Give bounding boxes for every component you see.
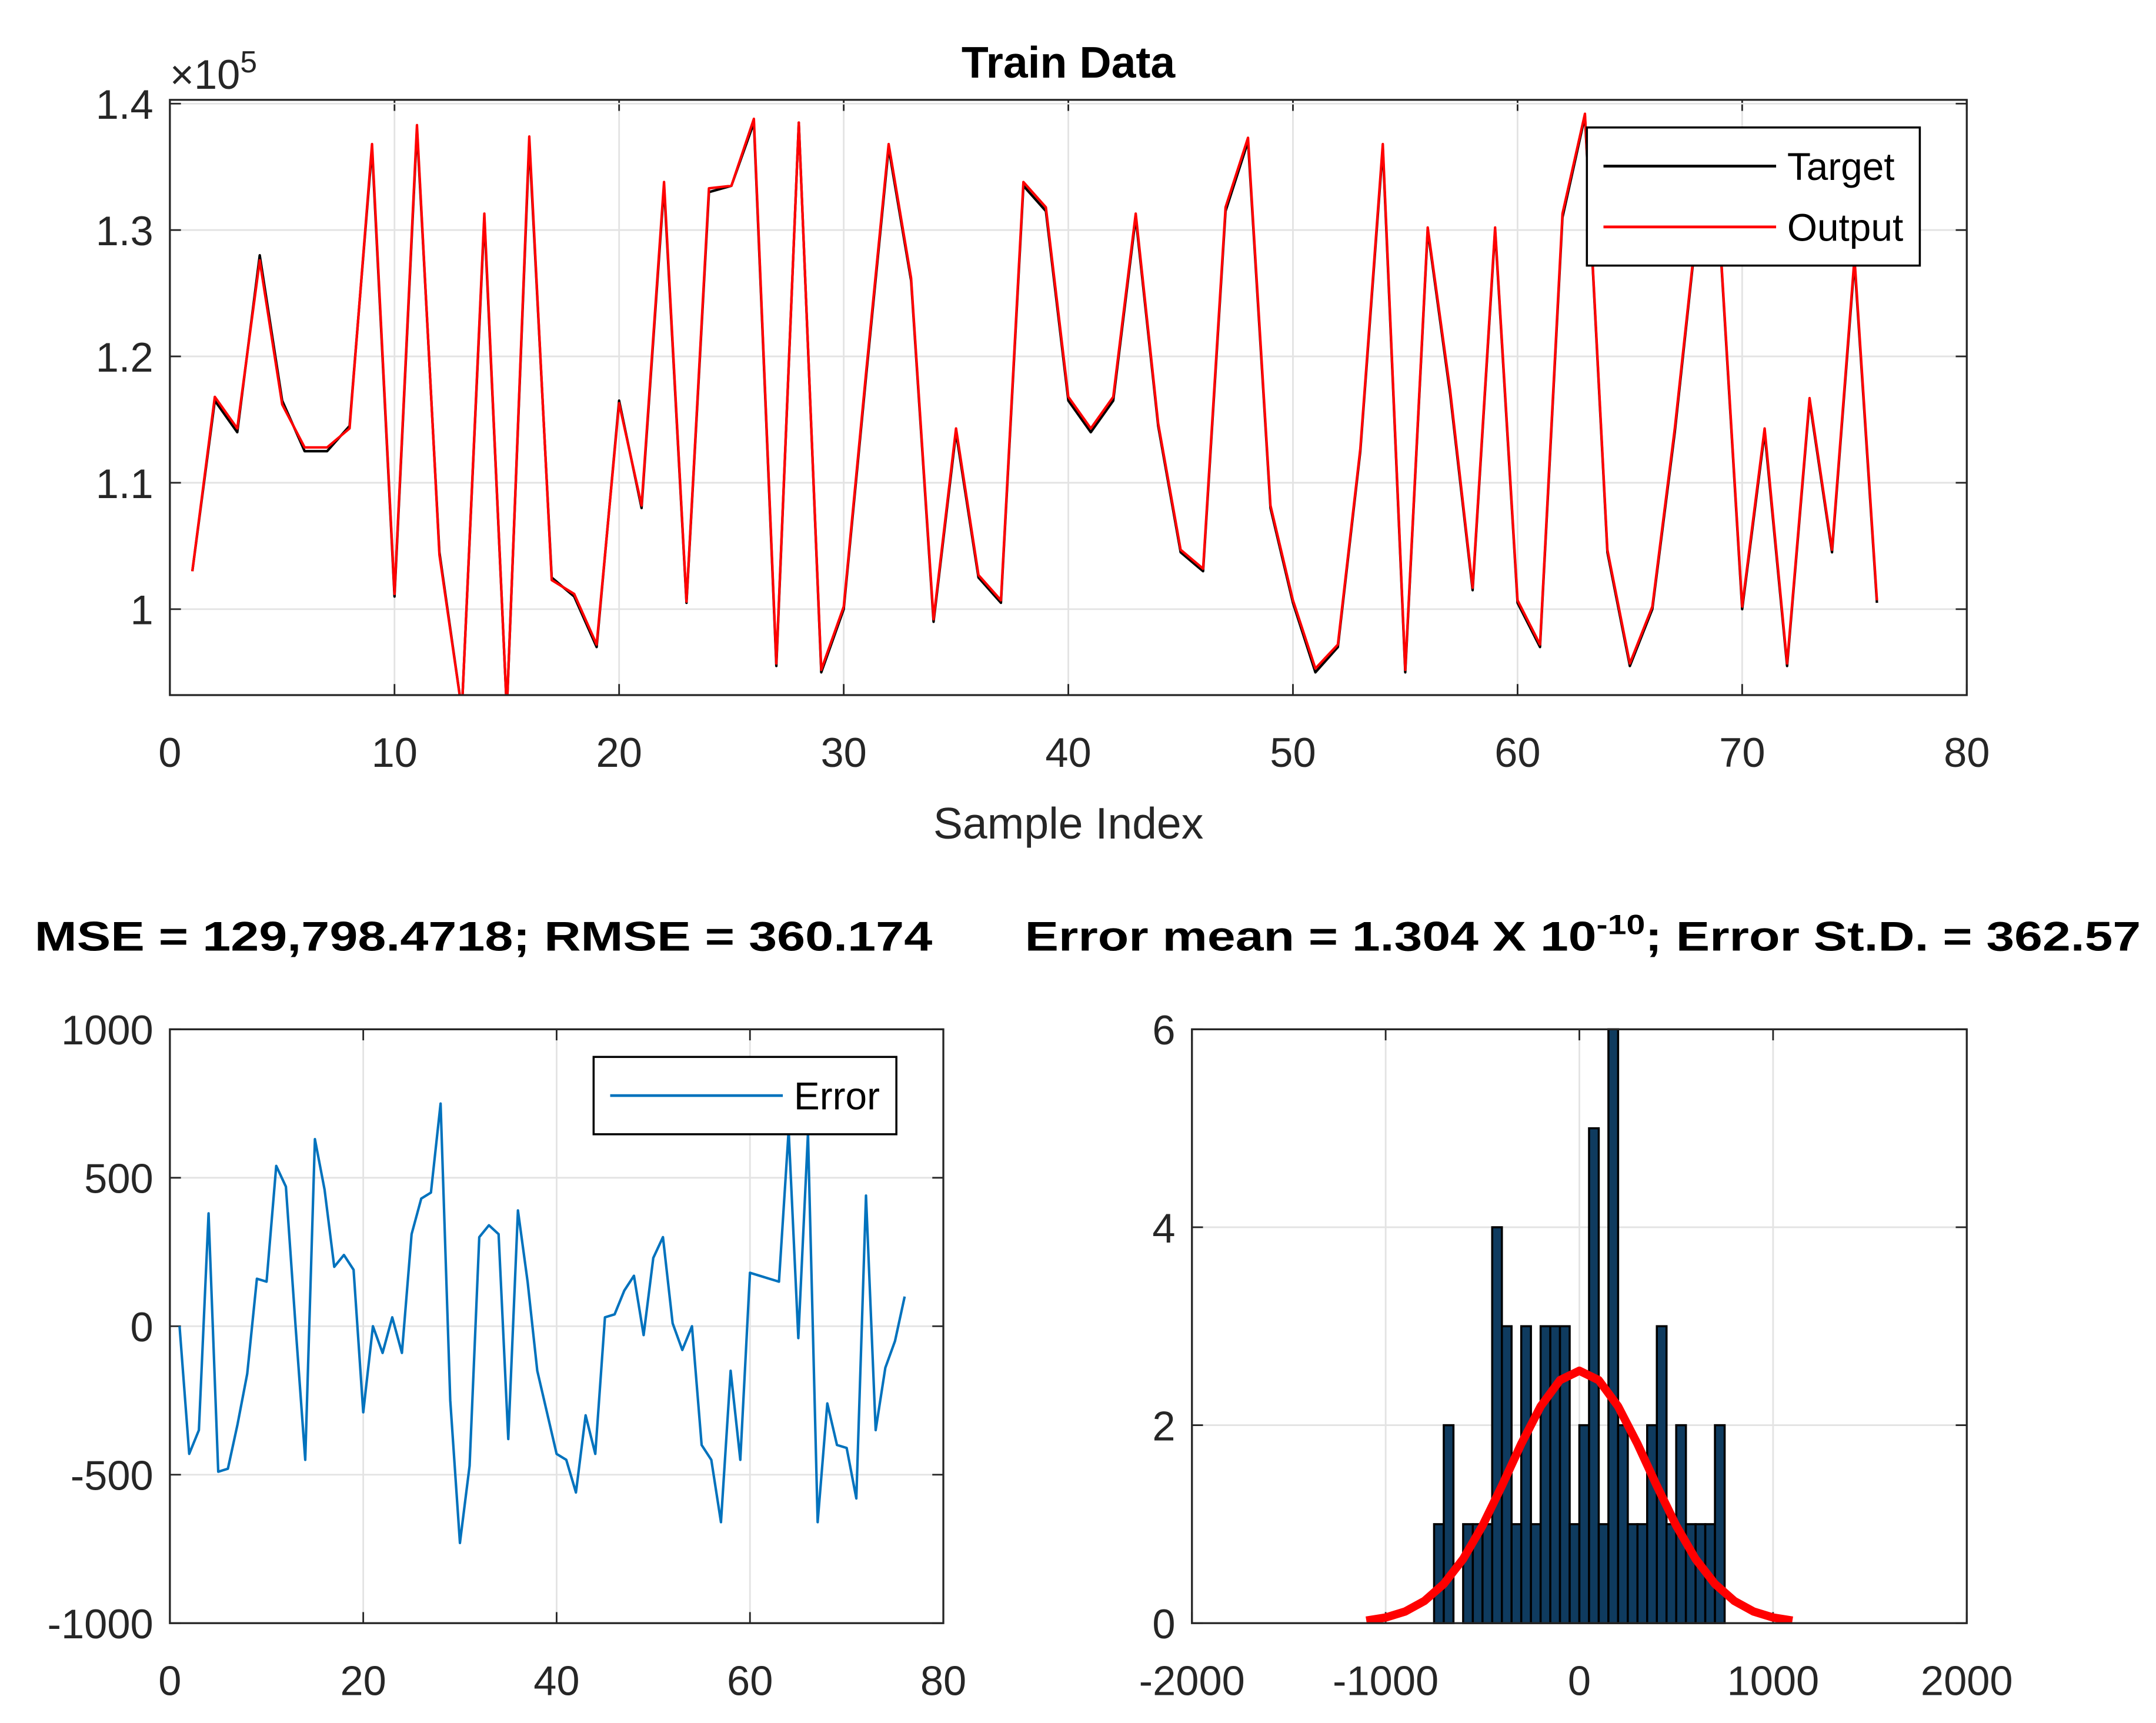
error-note-exponent: -10 bbox=[1597, 909, 1646, 940]
axes-box bbox=[169, 1028, 944, 1624]
y-tick-label: -1000 bbox=[48, 1601, 153, 1647]
y-tick-label: 1.4 bbox=[96, 81, 153, 128]
y-tick-label: 0 bbox=[1152, 1601, 1175, 1647]
x-tick-label: 80 bbox=[1944, 729, 1990, 776]
histogram-bar bbox=[1646, 1424, 1658, 1624]
y-tick-label: 1000 bbox=[61, 1007, 153, 1053]
chart-title: Train Data bbox=[962, 38, 1176, 87]
x-tick-label: 60 bbox=[727, 1657, 773, 1704]
legend: Error bbox=[592, 1056, 897, 1136]
y-multiplier-base: ×10 bbox=[170, 51, 240, 98]
x-tick-label: -2000 bbox=[1139, 1657, 1245, 1704]
y-multiplier: ×105 bbox=[170, 45, 257, 98]
histogram-bar bbox=[1443, 1424, 1455, 1624]
axes-box bbox=[1191, 1028, 1968, 1624]
histogram-bar bbox=[1617, 1424, 1629, 1624]
y-tick-label: 1 bbox=[130, 587, 153, 633]
x-tick-label: 0 bbox=[158, 729, 181, 776]
histogram-bar bbox=[1520, 1325, 1532, 1624]
series-line bbox=[178, 1102, 906, 1544]
histogram-bar bbox=[1539, 1325, 1551, 1624]
y-tick-label: 1.2 bbox=[96, 334, 153, 380]
x-tick-label: 40 bbox=[1045, 729, 1091, 776]
mse-note: MSE = 129,798.4718; RMSE = 360.174 bbox=[35, 913, 933, 959]
histogram-bar bbox=[1549, 1325, 1561, 1624]
histogram-bar bbox=[1636, 1523, 1648, 1624]
legend-label: Error bbox=[794, 1074, 880, 1118]
x-tick-label: 0 bbox=[1568, 1657, 1591, 1704]
fit-curve bbox=[1366, 1366, 1793, 1624]
legend: Target Output bbox=[1586, 126, 1921, 267]
x-tick-label: 1000 bbox=[1727, 1657, 1820, 1704]
histogram-bar bbox=[1607, 1028, 1620, 1624]
legend-label: Output bbox=[1787, 205, 1903, 249]
series-line bbox=[191, 112, 1878, 696]
y-tick-label: 4 bbox=[1152, 1205, 1175, 1251]
histogram-bar bbox=[1481, 1523, 1494, 1624]
y-tick-label: 6 bbox=[1152, 1007, 1175, 1053]
x-tick-label: 20 bbox=[340, 1657, 386, 1704]
histogram-bar bbox=[1510, 1523, 1523, 1624]
x-tick-label: 50 bbox=[1270, 729, 1316, 776]
x-axis-label: Sample Index bbox=[933, 799, 1203, 848]
error-note-text: Error mean = 1.304 X 10 bbox=[1025, 913, 1597, 959]
y-tick-label: -500 bbox=[71, 1452, 153, 1499]
legend-label: Target bbox=[1787, 145, 1895, 188]
histogram-bar bbox=[1491, 1226, 1503, 1624]
histogram-bar bbox=[1627, 1523, 1639, 1624]
histogram-bar bbox=[1665, 1523, 1677, 1624]
x-tick-label: 10 bbox=[372, 729, 418, 776]
x-tick-label: -1000 bbox=[1333, 1657, 1439, 1704]
x-tick-label: 70 bbox=[1719, 729, 1765, 776]
histogram-bar bbox=[1597, 1523, 1610, 1624]
y-tick-label: 0 bbox=[130, 1304, 153, 1350]
histogram-bar bbox=[1568, 1523, 1581, 1624]
legend-box bbox=[1586, 126, 1921, 267]
histogram-bar bbox=[1530, 1523, 1542, 1624]
x-tick-label: 80 bbox=[920, 1657, 966, 1704]
histogram-bar bbox=[1558, 1325, 1571, 1624]
y-tick-label: 2 bbox=[1152, 1403, 1175, 1449]
y-tick-label: 1.3 bbox=[96, 208, 153, 254]
x-tick-label: 0 bbox=[158, 1657, 181, 1704]
histogram-bar bbox=[1433, 1523, 1445, 1624]
x-tick-label: 40 bbox=[533, 1657, 579, 1704]
axes-box bbox=[169, 99, 1968, 696]
y-tick-label: 500 bbox=[84, 1156, 153, 1202]
y-tick-label: 1.1 bbox=[96, 460, 153, 507]
error-note: Error mean = 1.304 X 10 -10; Error St.D. … bbox=[1025, 909, 2141, 959]
error-note-text: ; Error St.D. = 362.57 bbox=[1645, 913, 2141, 959]
y-multiplier-exponent: 5 bbox=[240, 45, 257, 79]
histogram-bar bbox=[1578, 1424, 1590, 1624]
x-tick-label: 2000 bbox=[1921, 1657, 2013, 1704]
x-tick-label: 60 bbox=[1494, 729, 1540, 776]
x-tick-label: 20 bbox=[596, 729, 642, 776]
x-tick-label: 30 bbox=[820, 729, 866, 776]
histogram-bar bbox=[1656, 1325, 1668, 1624]
